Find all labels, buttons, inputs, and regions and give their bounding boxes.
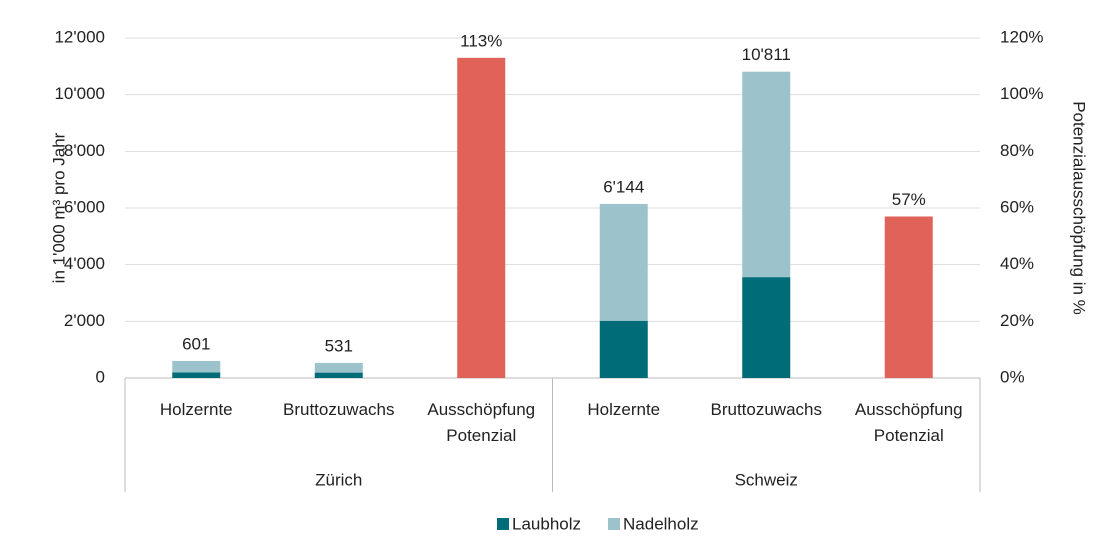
y-tick-label: 6'000 xyxy=(64,197,105,216)
y-tick-label: 4'000 xyxy=(64,254,105,273)
x-tick-label: Bruttozuwachs xyxy=(710,400,823,419)
total-label: 10'811 xyxy=(742,45,791,64)
legend-label: Laubholz xyxy=(512,514,581,533)
y-tick-label: 0 xyxy=(96,367,105,386)
bar-segment xyxy=(172,360,221,373)
x-tick-label: Ausschöpfung Potenzial xyxy=(854,400,963,445)
y2-tick-label: 0% xyxy=(1000,367,1025,386)
group-label: Schweiz xyxy=(735,470,798,489)
y2-tick-label: 100% xyxy=(1000,84,1043,103)
y-axis-label: in 1'000 m³ pro Jahr xyxy=(49,132,68,283)
y2-tick-label: 120% xyxy=(1000,27,1043,46)
y-tick-label: 8'000 xyxy=(64,141,105,160)
total-label: 601 xyxy=(182,334,210,353)
bar-segment xyxy=(172,372,221,378)
total-label: 531 xyxy=(325,336,353,355)
x-tick-label: Holzernte xyxy=(159,400,233,419)
y-tick-label: 2'000 xyxy=(64,311,105,330)
bar-segment xyxy=(599,320,648,378)
x-tick-label: Bruttozuwachs xyxy=(283,400,395,419)
y2-axis-label: Potenzialausschöpfung in % xyxy=(1070,101,1089,315)
bar xyxy=(884,216,933,378)
bar-segment xyxy=(314,372,363,378)
y2-tick-label: 40% xyxy=(1000,254,1034,273)
y2-tick-label: 60% xyxy=(1000,197,1034,216)
y-tick-label: 10'000 xyxy=(54,84,105,103)
y2-tick-label: 80% xyxy=(1000,141,1034,160)
legend-swatch xyxy=(497,518,509,530)
bar-segment xyxy=(742,277,791,378)
bar-segment xyxy=(314,362,363,373)
data-label: 113% xyxy=(460,31,502,50)
y2-tick-label: 20% xyxy=(1000,311,1034,330)
x-tick-label: Ausschöpfung Potenzial xyxy=(427,400,536,445)
total-label: 6'144 xyxy=(603,177,644,196)
bar-segment xyxy=(742,71,791,278)
bar xyxy=(457,57,506,378)
legend-swatch xyxy=(608,518,621,530)
y-tick-label: 12'000 xyxy=(54,27,105,46)
data-label: 57% xyxy=(892,190,926,209)
bar-segment xyxy=(599,203,648,321)
group-label: Zürich xyxy=(315,470,362,489)
legend-label: Nadelholz xyxy=(623,514,699,533)
x-tick-label: Holzernte xyxy=(587,400,661,419)
